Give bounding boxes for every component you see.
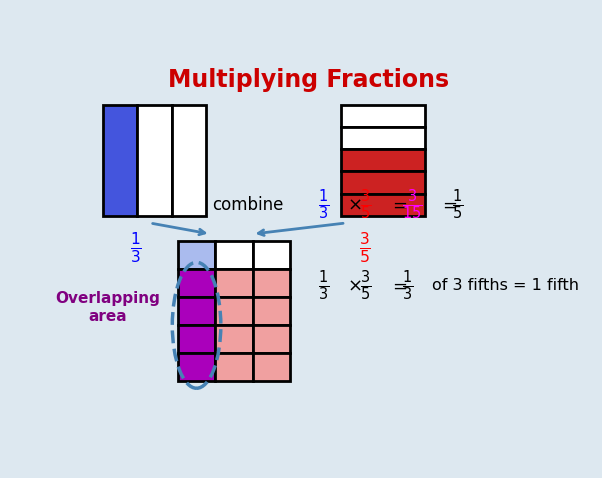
Bar (172, 105, 206, 216)
Bar (341, 127, 425, 150)
Text: combine: combine (212, 196, 284, 214)
Text: of 3 fifths = 1 fifth: of 3 fifths = 1 fifth (432, 278, 579, 293)
Text: $\frac{1}{3}$: $\frac{1}{3}$ (130, 230, 142, 265)
Text: $\times$: $\times$ (347, 277, 361, 294)
Bar (216, 297, 253, 326)
Bar (178, 241, 216, 270)
Bar (216, 353, 253, 381)
Text: $=$: $=$ (439, 196, 458, 214)
Text: $\frac{3}{15}$: $\frac{3}{15}$ (402, 187, 423, 222)
Bar (178, 353, 216, 381)
Text: $=$: $=$ (389, 196, 408, 214)
Text: $\times$: $\times$ (347, 196, 361, 214)
Text: $\frac{1}{5}$: $\frac{1}{5}$ (452, 187, 464, 222)
Text: $\frac{1}{3}$: $\frac{1}{3}$ (318, 268, 329, 303)
Bar (178, 270, 216, 297)
Text: $\frac{1}{3}$: $\frac{1}{3}$ (402, 268, 413, 303)
Bar (341, 150, 425, 172)
Text: $\frac{1}{3}$: $\frac{1}{3}$ (318, 187, 329, 222)
Bar (253, 326, 290, 353)
Bar (253, 353, 290, 381)
Bar (178, 297, 216, 326)
Text: Multiplying Fractions: Multiplying Fractions (168, 68, 449, 92)
Text: $=$: $=$ (389, 277, 408, 294)
Bar (341, 105, 425, 127)
Bar (253, 297, 290, 326)
Text: $\frac{3}{5}$: $\frac{3}{5}$ (360, 187, 371, 222)
Bar (104, 105, 137, 216)
Bar (216, 270, 253, 297)
Text: $\frac{3}{5}$: $\frac{3}{5}$ (360, 268, 371, 303)
Bar (253, 241, 290, 270)
Text: $\frac{3}{5}$: $\frac{3}{5}$ (359, 230, 370, 265)
Bar (178, 326, 216, 353)
Bar (341, 172, 425, 194)
Bar (216, 326, 253, 353)
Bar (253, 270, 290, 297)
Bar (341, 194, 425, 216)
Bar (216, 241, 253, 270)
Bar (137, 105, 172, 216)
Text: Overlapping
area: Overlapping area (55, 292, 160, 324)
